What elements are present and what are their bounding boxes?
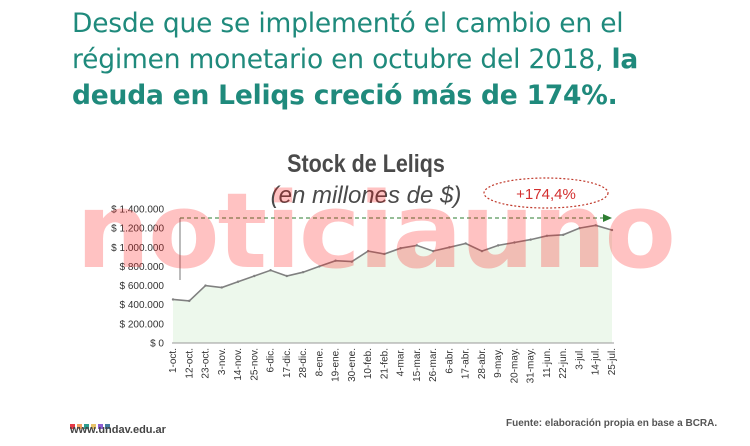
series-line bbox=[172, 224, 613, 302]
footer-url[interactable]: www.undav.edu.ar bbox=[70, 424, 166, 436]
data-point-14 bbox=[399, 247, 402, 250]
area-fill bbox=[173, 225, 612, 343]
logo-dot-1 bbox=[77, 424, 82, 429]
x-tick-label: 15-mar. bbox=[412, 348, 423, 382]
data-point-17 bbox=[448, 246, 451, 249]
data-point-21 bbox=[513, 241, 516, 244]
x-tick-label: 4-mar. bbox=[396, 348, 407, 376]
data-point-27 bbox=[610, 228, 614, 232]
x-tick-label: 21-feb. bbox=[379, 348, 390, 379]
data-point-23 bbox=[545, 234, 549, 237]
logo-dot-5 bbox=[105, 424, 110, 429]
undav-logo-dots bbox=[70, 414, 112, 429]
x-tick-label: 1-oct. bbox=[168, 348, 179, 373]
data-point-16 bbox=[431, 249, 435, 253]
logo-dot-3 bbox=[91, 424, 96, 429]
data-point-0 bbox=[171, 298, 175, 301]
data-point-25 bbox=[578, 226, 581, 230]
data-point-18 bbox=[464, 242, 467, 245]
data-point-2 bbox=[204, 284, 207, 287]
y-tick-label: $ 600.000 bbox=[120, 281, 165, 292]
x-tick-label: 8-ene. bbox=[314, 348, 325, 376]
x-tick-label: 31-may. bbox=[526, 348, 537, 383]
x-tick-label: 28-abr. bbox=[477, 348, 488, 379]
data-point-15 bbox=[415, 244, 419, 247]
annotation-ellipse bbox=[483, 177, 609, 209]
logo-dot-2 bbox=[84, 424, 89, 429]
annotation-label: +174,4% bbox=[516, 186, 576, 203]
y-tick-label: $ 0 bbox=[150, 339, 164, 350]
data-point-13 bbox=[383, 252, 386, 256]
x-tick-label: 28-dic. bbox=[298, 348, 309, 378]
headline-normal: Desde que se implementó el cambio en el … bbox=[72, 8, 624, 75]
chart-title: Stock de Leliqs bbox=[287, 150, 445, 178]
x-tick-label: 26-mar. bbox=[428, 348, 439, 382]
x-tick-label: 6-dic. bbox=[266, 348, 277, 372]
logo-dot-4 bbox=[98, 424, 103, 429]
data-point-24 bbox=[562, 233, 565, 237]
x-tick-label: 12-oct. bbox=[184, 348, 195, 379]
data-point-11 bbox=[350, 260, 354, 263]
growth-arrow-head bbox=[603, 214, 612, 222]
y-tick-label: $ 1.200.000 bbox=[111, 224, 164, 235]
y-tick-label: $ 200.000 bbox=[120, 319, 165, 330]
x-tick-label: 14-nov. bbox=[233, 348, 244, 381]
data-point-22 bbox=[529, 238, 532, 241]
x-tick-label: 22-jun. bbox=[558, 348, 569, 379]
data-point-3 bbox=[220, 286, 223, 289]
data-point-8 bbox=[301, 270, 305, 274]
x-tick-label: 17-abr. bbox=[461, 348, 472, 379]
x-tick-label: 25-jul. bbox=[607, 348, 618, 375]
y-tick-label: $ 400.000 bbox=[120, 300, 165, 311]
y-tick-label: $ 1.000.000 bbox=[111, 243, 164, 254]
x-tick-label: 11-jun. bbox=[542, 348, 553, 378]
x-tick-label: 9-may. bbox=[493, 348, 504, 378]
x-tick-label: 25-nov. bbox=[249, 348, 260, 381]
data-point-19 bbox=[480, 249, 484, 253]
chart-subtitle: (en millones de $) bbox=[270, 182, 462, 209]
data-point-26 bbox=[594, 224, 597, 227]
y-tick-label: $ 1.400.000 bbox=[111, 205, 164, 216]
data-point-5 bbox=[253, 274, 256, 278]
x-tick-label: 30-ene. bbox=[347, 348, 358, 382]
x-tick-label: 20-may. bbox=[509, 348, 520, 383]
x-tick-label: 17-dic. bbox=[282, 348, 293, 378]
x-tick-label: 10-feb. bbox=[363, 348, 374, 379]
logo-dot-0 bbox=[70, 424, 75, 429]
x-tick-label: 6-abr. bbox=[444, 348, 455, 374]
data-point-12 bbox=[366, 249, 370, 253]
headline-bold: la deuda en Leliqs creció más de 174%. bbox=[72, 44, 639, 111]
data-point-4 bbox=[236, 280, 240, 283]
x-tick-label: 3-jul. bbox=[574, 348, 585, 370]
x-tick-label: 23-oct. bbox=[201, 348, 212, 379]
x-tick-label: 14-jul. bbox=[591, 348, 602, 375]
source-note: Fuente: elaboración propia en base a BCR… bbox=[506, 418, 718, 429]
y-tick-label: $ 800.000 bbox=[120, 262, 165, 273]
data-point-6 bbox=[269, 269, 272, 272]
data-point-10 bbox=[334, 259, 337, 262]
x-tick-label: 19-ene. bbox=[331, 348, 342, 382]
x-tick-label: 3-nov. bbox=[217, 348, 228, 375]
data-point-20 bbox=[496, 244, 500, 247]
data-point-9 bbox=[318, 265, 321, 268]
data-point-7 bbox=[285, 274, 289, 278]
headline: Desde que se implementó el cambio en el … bbox=[72, 6, 712, 114]
data-point-1 bbox=[188, 299, 191, 303]
